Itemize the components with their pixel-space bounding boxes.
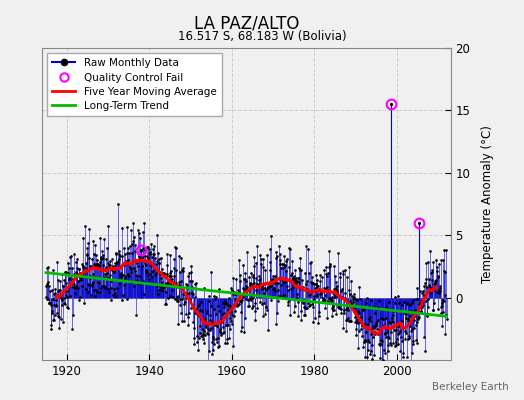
Y-axis label: Temperature Anomaly (°C): Temperature Anomaly (°C) [482,125,495,283]
Title: LA PAZ/ALTO: LA PAZ/ALTO [193,14,299,32]
Text: Berkeley Earth: Berkeley Earth [432,382,508,392]
Text: 16.517 S, 68.183 W (Bolivia): 16.517 S, 68.183 W (Bolivia) [178,30,346,43]
Legend: Raw Monthly Data, Quality Control Fail, Five Year Moving Average, Long-Term Tren: Raw Monthly Data, Quality Control Fail, … [47,53,222,116]
